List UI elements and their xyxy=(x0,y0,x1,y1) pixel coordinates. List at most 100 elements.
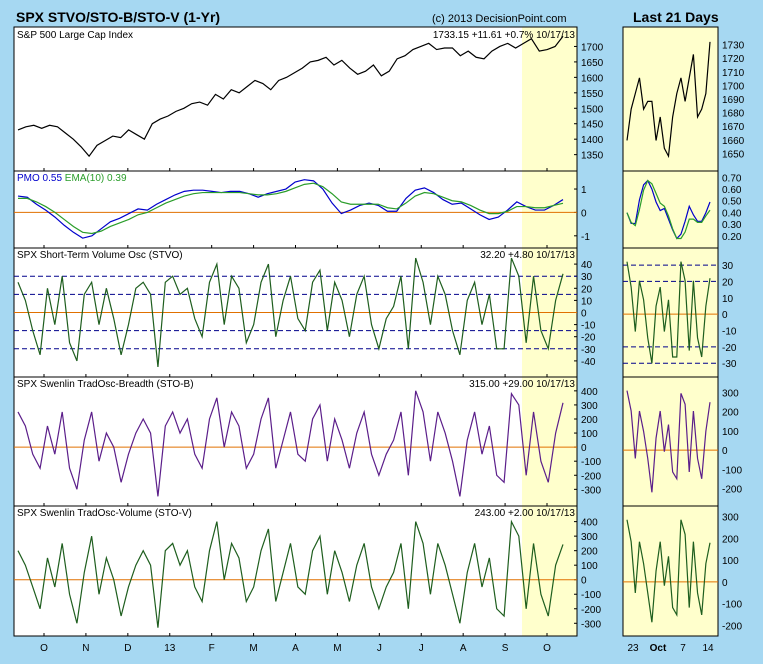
x-axis-label: D xyxy=(124,643,131,654)
sto-b-panel-title: SPX Swenlin TradOsc-Breadth (STO-B) xyxy=(17,379,194,390)
recent-shade-0 xyxy=(522,27,577,171)
recent-ytick-price: 1670 xyxy=(722,122,745,133)
ytick-label-sto-b: 400 xyxy=(581,387,598,398)
ytick-label-price: 1450 xyxy=(581,120,604,131)
recent-ytick-price: 1660 xyxy=(722,136,745,147)
recent-ytick-sto-v: 0 xyxy=(722,578,728,589)
ytick-label-price: 1600 xyxy=(581,73,604,84)
x-axis-label: J xyxy=(377,643,382,654)
panel-right-1 xyxy=(622,170,719,249)
ytick-label-stvo: -20 xyxy=(581,333,596,344)
ytick-label-pmo: 1 xyxy=(581,185,587,196)
ytick-label-sto-b: -300 xyxy=(581,485,601,496)
x-axis-label: A xyxy=(460,643,467,654)
recent-x-label: Oct xyxy=(650,643,667,654)
recent-ytick-price: 1680 xyxy=(722,109,745,120)
ytick-label-sto-b: 300 xyxy=(581,401,598,412)
x-axis-label: 13 xyxy=(164,643,176,654)
ytick-label-price: 1350 xyxy=(581,151,604,162)
series-pmo-0 xyxy=(17,179,564,239)
recent-shade-1 xyxy=(522,171,577,248)
recent-ytick-pmo: 0.30 xyxy=(722,220,742,231)
recent-x-label: 7 xyxy=(680,643,686,654)
sto-v-panel-title: SPX Swenlin TradOsc-Volume (STO-V) xyxy=(17,508,192,519)
recent-ytick-stvo: -20 xyxy=(722,343,737,354)
recent-ytick-stvo: 10 xyxy=(722,294,734,305)
recent-ytick-sto-v: 200 xyxy=(722,534,739,545)
ytick-label-sto-v: -300 xyxy=(581,619,601,630)
x-axis-label: M xyxy=(249,643,257,654)
recent-ytick-sto-b: -100 xyxy=(722,465,742,476)
left-title: SPX STVO/STO-B/STO-V (1-Yr) xyxy=(16,9,221,25)
series-price-0 xyxy=(17,35,564,158)
ytick-label-sto-v: -100 xyxy=(581,590,601,601)
ytick-label-price: 1400 xyxy=(581,135,604,146)
recent-ytick-sto-b: 0 xyxy=(722,446,728,457)
recent-ytick-sto-b: 200 xyxy=(722,408,739,419)
recent-ytick-stvo: -30 xyxy=(722,359,737,370)
ytick-label-price: 1500 xyxy=(581,104,604,115)
recent-ytick-pmo: 0.40 xyxy=(722,208,742,219)
x-axis-label: O xyxy=(543,643,551,654)
recent-ytick-stvo: 30 xyxy=(722,261,734,272)
recent-ytick-sto-v: -200 xyxy=(722,621,742,632)
ytick-label-stvo: 20 xyxy=(581,284,593,295)
recent-series-pmo-0 xyxy=(626,179,711,240)
ytick-label-sto-b: -200 xyxy=(581,471,601,482)
ytick-label-price: 1650 xyxy=(581,58,604,69)
ytick-label-sto-v: -200 xyxy=(581,605,601,616)
ytick-label-sto-v: 400 xyxy=(581,518,598,529)
recent-ytick-pmo: 0.20 xyxy=(722,232,742,243)
x-axis-label: F xyxy=(209,643,215,654)
recent-ytick-stvo: -10 xyxy=(722,326,737,337)
ytick-label-stvo: 0 xyxy=(581,309,587,320)
ytick-label-price: 1700 xyxy=(581,42,604,53)
recent-ytick-sto-v: -100 xyxy=(722,600,742,611)
recent-ytick-pmo: 0.70 xyxy=(722,173,742,184)
ytick-label-pmo: 0 xyxy=(581,208,587,219)
panel-right-0 xyxy=(622,26,719,172)
recent-ytick-price: 1650 xyxy=(722,149,745,160)
recent-series-sto-b-0 xyxy=(626,390,711,493)
recent-ytick-stvo: 0 xyxy=(722,310,728,321)
recent-ytick-sto-v: 100 xyxy=(722,556,739,567)
series-stvo-0 xyxy=(17,257,564,368)
recent-ytick-sto-b: 100 xyxy=(722,427,739,438)
recent-ytick-price: 1710 xyxy=(722,68,745,79)
ytick-label-stvo: 40 xyxy=(581,260,593,271)
recent-ytick-price: 1700 xyxy=(722,81,745,92)
recent-shade-4 xyxy=(522,506,577,636)
ytick-label-sto-v: 300 xyxy=(581,532,598,543)
recent-ytick-sto-v: 300 xyxy=(722,513,739,524)
price-panel-title: S&P 500 Large Cap Index xyxy=(17,30,133,41)
series-sto-b-0 xyxy=(17,390,564,497)
x-axis-label: M xyxy=(333,643,341,654)
recent-ytick-sto-b: 300 xyxy=(722,389,739,400)
ytick-label-sto-b: 0 xyxy=(581,443,587,454)
ytick-label-sto-b: 200 xyxy=(581,415,598,426)
ytick-label-sto-b: 100 xyxy=(581,429,598,440)
ytick-label-sto-b: -100 xyxy=(581,457,601,468)
ytick-label-sto-v: 100 xyxy=(581,561,598,572)
recent-series-price-0 xyxy=(626,41,711,159)
recent-ytick-sto-b: -200 xyxy=(722,485,742,496)
series-pmo-1 xyxy=(18,182,564,235)
x-axis-label: O xyxy=(40,643,48,654)
recent-ytick-stvo: 20 xyxy=(722,277,734,288)
recent-shade-3 xyxy=(522,377,577,506)
series-sto-v-0 xyxy=(17,519,564,628)
ytick-label-sto-v: 0 xyxy=(581,576,587,587)
recent-x-label: 23 xyxy=(627,643,639,654)
recent-series-pmo-1 xyxy=(626,179,711,240)
right-title: Last 21 Days xyxy=(633,9,719,25)
recent-ytick-pmo: 0.50 xyxy=(722,197,742,208)
recent-ytick-price: 1720 xyxy=(722,54,745,65)
recent-x-label: 14 xyxy=(702,643,714,654)
ytick-label-stvo: 30 xyxy=(581,272,593,283)
ytick-label-stvo: -30 xyxy=(581,345,596,356)
recent-ytick-pmo: 0.60 xyxy=(722,185,742,196)
sto-b-readout: 315.00 +29.00 10/17/13 xyxy=(469,379,575,390)
recent-ytick-price: 1690 xyxy=(722,95,745,106)
stvo-readout: 32.20 +4.80 10/17/13 xyxy=(480,250,575,261)
